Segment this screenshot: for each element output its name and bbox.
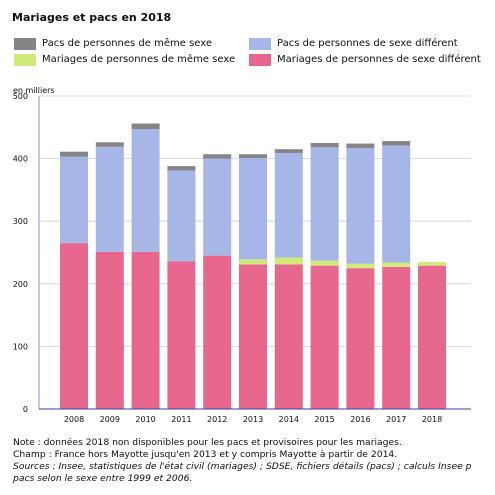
bar-segment bbox=[382, 266, 411, 409]
note-text: Note : données 2018 non disponibles pour… bbox=[13, 437, 402, 448]
sources-text: Sources : Insee, statistiques de l'état … bbox=[13, 461, 472, 472]
y-tick-label: 100 bbox=[13, 342, 28, 351]
legend-label: Mariages de personnes de sexe différent bbox=[277, 54, 481, 65]
bar-segment bbox=[239, 264, 267, 409]
bar-segment bbox=[418, 261, 446, 266]
legend-label: Pacs de personnes de même sexe bbox=[42, 38, 213, 49]
x-tick-label: 2015 bbox=[314, 415, 334, 424]
x-tick-label: 2008 bbox=[64, 415, 84, 424]
legend-swatch bbox=[14, 54, 36, 66]
bar-segment bbox=[346, 143, 375, 148]
bar-segment bbox=[382, 262, 411, 267]
bar-segment bbox=[382, 145, 411, 263]
y-tick-label: 400 bbox=[13, 155, 28, 164]
bar-segment bbox=[131, 251, 160, 409]
bar-segment bbox=[239, 154, 267, 158]
bar-segment bbox=[167, 261, 196, 409]
x-tick-label: 2010 bbox=[135, 415, 155, 424]
x-tick-label: 2014 bbox=[279, 415, 299, 424]
y-tick-label: 200 bbox=[13, 280, 28, 289]
legend-swatch bbox=[249, 38, 271, 50]
bar-segment bbox=[310, 260, 339, 266]
bar-segment bbox=[310, 147, 339, 261]
chart-title: Mariages et pacs en 2018 bbox=[12, 11, 172, 24]
bar-segment bbox=[131, 123, 160, 130]
bar-segment bbox=[203, 158, 232, 256]
bar-segment bbox=[203, 154, 232, 159]
y-tick-label: 0 bbox=[23, 405, 28, 414]
bar-segment bbox=[274, 257, 303, 265]
bar-segment bbox=[310, 142, 339, 148]
bar-segment bbox=[95, 142, 124, 147]
bar-segment bbox=[167, 166, 196, 171]
legend-swatch bbox=[14, 38, 36, 50]
x-tick-label: 2013 bbox=[243, 415, 263, 424]
bar-segment bbox=[167, 170, 196, 262]
x-tick-label: 2017 bbox=[386, 415, 406, 424]
x-tick-label: 2016 bbox=[350, 415, 370, 424]
bar-segment bbox=[60, 243, 88, 409]
legend-label: Pacs de personnes de sexe différent bbox=[277, 38, 458, 49]
bars bbox=[60, 123, 446, 409]
bar-segment bbox=[418, 265, 446, 409]
axes bbox=[38, 96, 471, 410]
bar-segment bbox=[346, 147, 375, 264]
bar-segment bbox=[60, 156, 88, 244]
bar-segment bbox=[310, 265, 339, 409]
bar-segment bbox=[95, 146, 124, 252]
bar-segment bbox=[346, 263, 375, 269]
legend-swatch bbox=[249, 54, 271, 66]
x-tick-label: 2018 bbox=[422, 415, 442, 424]
bar-segment bbox=[131, 129, 160, 252]
bar-segment bbox=[95, 251, 124, 409]
legend-label: Mariages de personnes de même sexe bbox=[42, 54, 236, 65]
tick-labels: 0 100 200 300 400 500 2008 2009 2010 2011 2012 2013… bbox=[13, 92, 442, 424]
bar-segment bbox=[203, 255, 232, 409]
bar-segment bbox=[274, 152, 303, 258]
x-tick-label: 2012 bbox=[207, 415, 227, 424]
x-tick-label: 2009 bbox=[100, 415, 120, 424]
bar-segment bbox=[274, 149, 303, 153]
y-tick-label: 500 bbox=[13, 92, 28, 101]
scope-text: Champ : France hors Mayotte jusqu'en 201… bbox=[13, 449, 398, 460]
bar-segment bbox=[274, 264, 303, 409]
y-tick-label: 300 bbox=[13, 217, 28, 226]
bar-segment bbox=[239, 157, 267, 260]
bar-segment bbox=[239, 259, 267, 265]
bar-segment bbox=[382, 141, 411, 146]
bar-segment bbox=[346, 268, 375, 409]
y-axis-unit-label: en milliers bbox=[13, 86, 55, 95]
bar-segment bbox=[60, 151, 88, 157]
x-tick-label: 2011 bbox=[171, 415, 191, 424]
sources-text-continued: pacs selon le sexe entre 1999 et 2006. bbox=[13, 473, 193, 484]
